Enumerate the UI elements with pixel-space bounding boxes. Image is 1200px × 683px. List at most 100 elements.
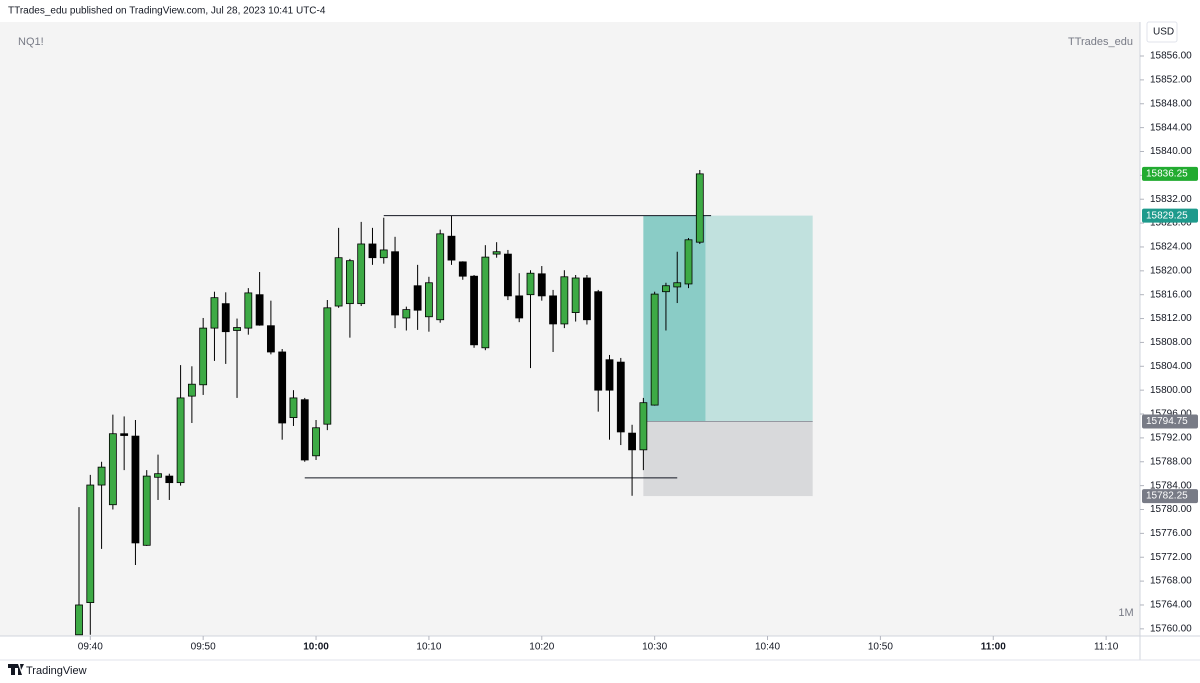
candle-body bbox=[312, 427, 320, 457]
x-tick-label: 11:00 bbox=[981, 642, 1006, 653]
y-tick-label: 15848.00 bbox=[1150, 98, 1192, 109]
candle-body bbox=[165, 475, 174, 484]
y-tick-label: 15828.00 bbox=[1150, 218, 1192, 229]
candle-body bbox=[458, 261, 467, 277]
candle-body bbox=[481, 256, 490, 349]
candle-body bbox=[86, 484, 95, 603]
y-tick-label: 15796.00 bbox=[1150, 409, 1192, 420]
candle-body bbox=[142, 475, 151, 546]
y-tick-label: 15768.00 bbox=[1150, 576, 1192, 587]
price-marker bbox=[1142, 414, 1198, 429]
y-tick-label: 15780.00 bbox=[1150, 504, 1192, 515]
candle-body bbox=[504, 253, 512, 297]
y-tick-label: 15776.00 bbox=[1150, 528, 1192, 539]
x-tick-label: 10:40 bbox=[755, 642, 780, 653]
candle-body bbox=[583, 277, 591, 321]
candle-body bbox=[492, 251, 501, 255]
candle-body bbox=[560, 276, 569, 325]
y-tick-label: 15812.00 bbox=[1150, 313, 1192, 324]
price-marker-label: 15829.25 bbox=[1146, 210, 1188, 221]
price-marker bbox=[1142, 166, 1198, 181]
y-tick-label: 15760.00 bbox=[1150, 623, 1192, 634]
price-marker bbox=[1142, 208, 1198, 223]
currency[interactable]: USD bbox=[1153, 27, 1174, 38]
x-tick-label: 09:40 bbox=[78, 642, 103, 653]
y-tick-label: 15804.00 bbox=[1150, 361, 1192, 372]
y-tick-label: 15808.00 bbox=[1150, 337, 1192, 348]
candle-body bbox=[605, 359, 614, 391]
candle-body bbox=[357, 243, 366, 305]
y-tick-label: 15764.00 bbox=[1150, 600, 1192, 611]
candle-body bbox=[549, 295, 557, 325]
candle-body bbox=[391, 251, 399, 316]
candle-body bbox=[650, 293, 659, 406]
candle-body bbox=[75, 604, 83, 636]
x-tick-label: 09:50 bbox=[191, 642, 216, 653]
position-profit bbox=[643, 215, 813, 422]
y-tick-label: 15772.00 bbox=[1150, 552, 1192, 563]
candle-body bbox=[323, 307, 332, 425]
candle-body bbox=[244, 292, 253, 329]
price-marker-label: 15782.25 bbox=[1146, 491, 1188, 502]
y-tick-label: 15852.00 bbox=[1150, 75, 1192, 86]
position-loss bbox=[643, 421, 813, 497]
x-tick-label: 10:20 bbox=[529, 642, 554, 653]
candle-body bbox=[154, 473, 162, 478]
x-tick-label: 11:10 bbox=[1094, 642, 1119, 653]
candle-body bbox=[210, 297, 219, 329]
candle-body bbox=[639, 402, 648, 451]
candle-body bbox=[684, 239, 693, 285]
y-tick-label: 15784.00 bbox=[1150, 480, 1192, 491]
price-marker-label: 15836.25 bbox=[1146, 168, 1188, 179]
price-axis bbox=[1140, 22, 1200, 660]
candle-body bbox=[537, 273, 546, 297]
candle-body bbox=[289, 397, 298, 419]
interval: 1M bbox=[1118, 607, 1133, 619]
candle-body bbox=[255, 294, 264, 326]
candle-body bbox=[379, 249, 388, 259]
candle-body bbox=[470, 275, 478, 346]
candle-body bbox=[594, 291, 603, 391]
candle-body bbox=[199, 327, 208, 386]
x-tick-label: 10:00 bbox=[303, 642, 329, 653]
y-tick-label: 15840.00 bbox=[1150, 146, 1192, 157]
candle-body bbox=[662, 285, 670, 293]
candle-body bbox=[108, 433, 117, 506]
y-tick-label: 15856.00 bbox=[1150, 51, 1192, 62]
y-tick-label: 15824.00 bbox=[1150, 242, 1192, 253]
price-marker-label: 15794.75 bbox=[1146, 416, 1188, 427]
candle-body bbox=[413, 285, 422, 311]
candle-body bbox=[447, 235, 456, 261]
watermark: TTrades_edu bbox=[1068, 36, 1133, 48]
candle-body bbox=[334, 257, 343, 307]
candle-body bbox=[368, 243, 377, 259]
footer: TradingView bbox=[26, 665, 87, 677]
y-tick-label: 15792.00 bbox=[1150, 433, 1192, 444]
candle-body bbox=[515, 295, 524, 319]
y-tick-label: 15788.00 bbox=[1150, 456, 1192, 467]
candle-body bbox=[97, 466, 106, 486]
x-tick-label: 10:50 bbox=[868, 642, 893, 653]
candle-body bbox=[436, 233, 445, 321]
candle-body bbox=[571, 277, 580, 313]
y-tick-label: 15820.00 bbox=[1150, 265, 1192, 276]
logo bbox=[8, 664, 24, 675]
candle-body bbox=[187, 383, 196, 397]
symbol: NQ1! bbox=[18, 36, 44, 48]
candle-body bbox=[221, 303, 230, 333]
candle-body bbox=[526, 272, 535, 296]
plot-area bbox=[0, 22, 1140, 636]
candle-body bbox=[120, 433, 129, 436]
y-tick-label: 15816.00 bbox=[1150, 289, 1192, 300]
candle-body bbox=[266, 325, 275, 353]
candle-body bbox=[176, 397, 185, 484]
candle-body bbox=[616, 361, 625, 433]
candle-body bbox=[425, 282, 433, 318]
candle-body bbox=[233, 327, 241, 331]
candle-body bbox=[695, 173, 704, 243]
y-tick-label: 15800.00 bbox=[1150, 385, 1192, 396]
candle-body bbox=[673, 282, 682, 288]
x-tick-label: 10:30 bbox=[642, 642, 667, 653]
currency-box[interactable] bbox=[1146, 21, 1178, 43]
candle-body bbox=[300, 399, 309, 461]
